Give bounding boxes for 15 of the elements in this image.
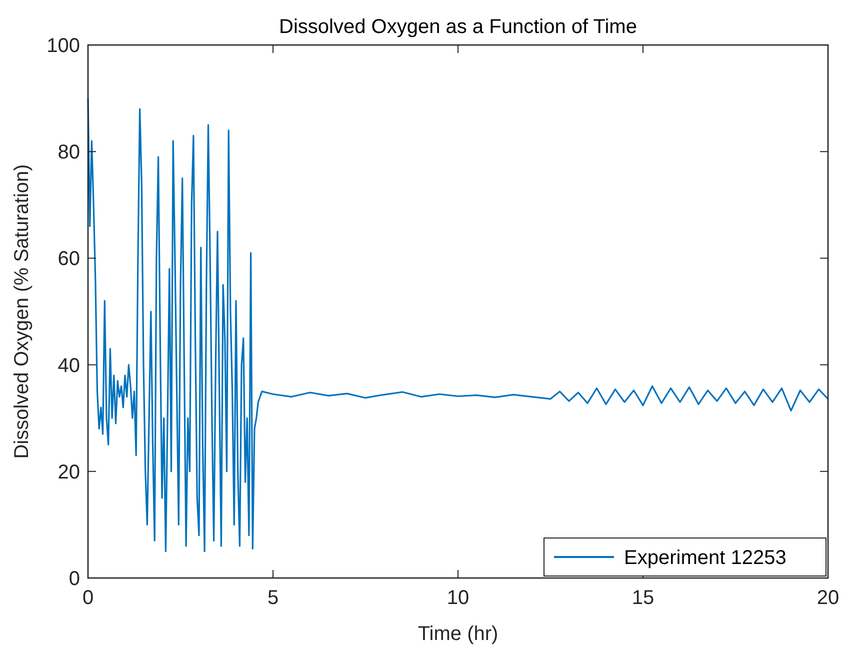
y-tick-label: 20: [58, 461, 80, 484]
x-axis-title: Time (hr): [418, 623, 498, 645]
x-tick-label: 0: [82, 587, 94, 609]
legend-label: Experiment 12253: [624, 547, 786, 569]
x-tick-label: 5: [267, 587, 279, 609]
y-axis-title: Dissolved Oxygen (% Saturation): [11, 164, 33, 459]
y-tick-label: 40: [58, 354, 80, 377]
y-tick-label: 80: [58, 142, 80, 164]
x-tick-label: 15: [632, 587, 654, 609]
chart-title: Dissolved Oxygen as a Function of Time: [279, 16, 637, 38]
y-tick-label: 60: [58, 248, 80, 270]
y-tick-label: 100: [46, 35, 80, 57]
y-tick-label: 0: [68, 568, 80, 590]
x-tick-label: 10: [446, 587, 470, 609]
x-tick-label: 20: [816, 587, 840, 609]
